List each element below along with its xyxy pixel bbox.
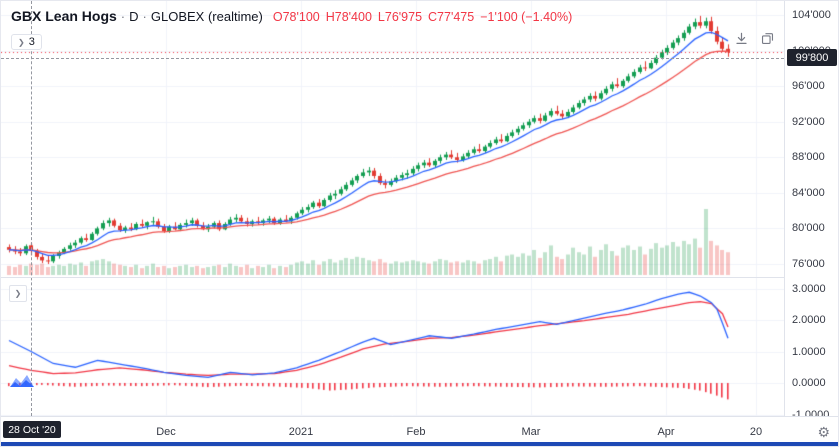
change-value: −1'100 (−1.40%) <box>480 10 573 24</box>
interval-label[interactable]: D <box>129 9 139 24</box>
separator-dot: · <box>142 9 147 24</box>
chevron-right-icon: ❯ <box>14 289 22 298</box>
indicator-pane-collapse-button[interactable]: ❯ <box>9 285 27 302</box>
price-axis-label: 92'000 <box>792 115 825 128</box>
indicator-pane[interactable] <box>1 278 784 416</box>
chevron-right-icon: ❯ <box>18 37 25 47</box>
price-axis-label: 104'000 <box>792 9 831 21</box>
low-value: L76'975 <box>377 10 423 24</box>
time-axis-label: Feb <box>406 426 426 438</box>
price-axis-label: 84'000 <box>792 186 825 199</box>
exchange-label: GLOBEX (realtime) <box>150 9 263 24</box>
high-value: H78'400 <box>325 10 372 24</box>
chart-legend: GBX Lean Hogs · D · GLOBEX (realtime) O78'100… <box>11 8 578 24</box>
indicator-logo-icon[interactable] <box>9 372 35 395</box>
crosshair-vertical-line <box>31 1 32 416</box>
price-axis-label: 96'000 <box>792 80 825 93</box>
price-axis-label: 88'000 <box>792 151 825 164</box>
indicator-axis-label: 2.0000 <box>792 314 826 326</box>
pane-separator[interactable] <box>1 277 838 278</box>
open-value: O78'100 <box>272 10 320 24</box>
arrow-down-icon[interactable] <box>732 29 750 47</box>
symbol-title[interactable]: GBX Lean Hogs <box>11 8 117 24</box>
bottom-edge-bar <box>1 442 838 446</box>
price-axis[interactable]: 99'800 104'000100'00096'00092'00088'0008… <box>784 1 838 421</box>
main-price-pane[interactable] <box>1 1 784 277</box>
time-axis-label: 20 <box>749 426 763 438</box>
maximize-pane-icon[interactable] <box>758 29 776 47</box>
time-axis[interactable]: 28 Oct '20 ⚙ Dec 2021 Feb Mar Apr 20 <box>1 416 838 446</box>
indicator-axis-label: 0.0000 <box>792 377 826 389</box>
settings-gear-icon[interactable]: ⚙ <box>817 424 830 440</box>
last-price-badge: 99'800 <box>787 49 837 66</box>
time-axis-label: Dec <box>156 426 176 438</box>
price-axis-label: 80'000 <box>792 222 825 235</box>
price-axis-label: 76'000 <box>792 258 825 270</box>
legend-collapse-button[interactable]: ❯ 3 <box>11 34 42 50</box>
indicator-axis-label: 3.0000 <box>792 282 826 295</box>
legend-indicator-count: 3 <box>28 36 35 48</box>
time-axis-label: 2021 <box>288 426 314 438</box>
separator-dot: · <box>120 9 126 24</box>
pane-controls <box>732 29 776 47</box>
indicator-axis-label: 1.0000 <box>792 345 826 358</box>
time-axis-label: Mar <box>521 426 541 438</box>
crosshair-date-badge: 28 Oct '20 <box>3 421 61 438</box>
ohlc-values: O78'100 H78'400 L76'975 C77'475 −1'100 (−1.4… <box>273 10 578 24</box>
crosshair-horizontal-line <box>1 58 784 59</box>
close-value: C77'475 <box>428 10 475 24</box>
time-axis-label: Apr <box>657 426 675 438</box>
